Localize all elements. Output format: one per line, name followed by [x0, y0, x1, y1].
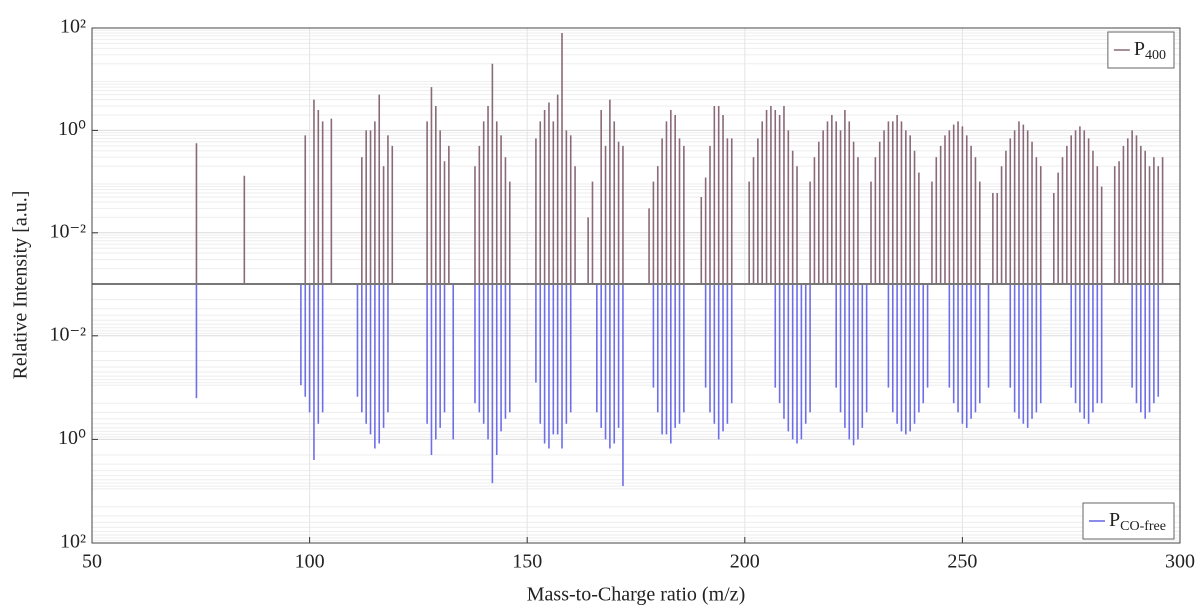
y-tick-label: 10⁰ [58, 427, 86, 449]
y-tick-label: 10⁻² [49, 323, 86, 345]
x-tick-label: 50 [82, 551, 102, 573]
legend-subscript: CO-free [1120, 519, 1166, 534]
y-tick-label: 10⁰ [58, 118, 86, 140]
y-tick-label: 10² [60, 531, 86, 553]
x-tick-label: 100 [295, 551, 325, 573]
y-tick-label: 10² [60, 16, 86, 38]
plot-frame [91, 27, 1181, 544]
legend-label: P400 [1134, 38, 1166, 64]
x-tick-label: 150 [512, 551, 542, 573]
legend: PCO-free [1082, 502, 1175, 540]
legend: P400 [1107, 31, 1175, 69]
x-tick-label: 200 [730, 551, 760, 573]
x-tick-label: 300 [1165, 551, 1195, 573]
x-axis-label: Mass-to-Charge ratio (m/z) [527, 584, 745, 606]
legend-name: P [1134, 38, 1145, 60]
legend-subscript: 400 [1145, 48, 1166, 63]
legend-label: PCO-free [1109, 509, 1166, 535]
y-tick-label: 10⁻² [49, 220, 86, 242]
legend-name: P [1109, 509, 1120, 531]
y-axis-label: Relative Intensity [a.u.] [10, 191, 32, 380]
x-tick-label: 250 [947, 551, 977, 573]
